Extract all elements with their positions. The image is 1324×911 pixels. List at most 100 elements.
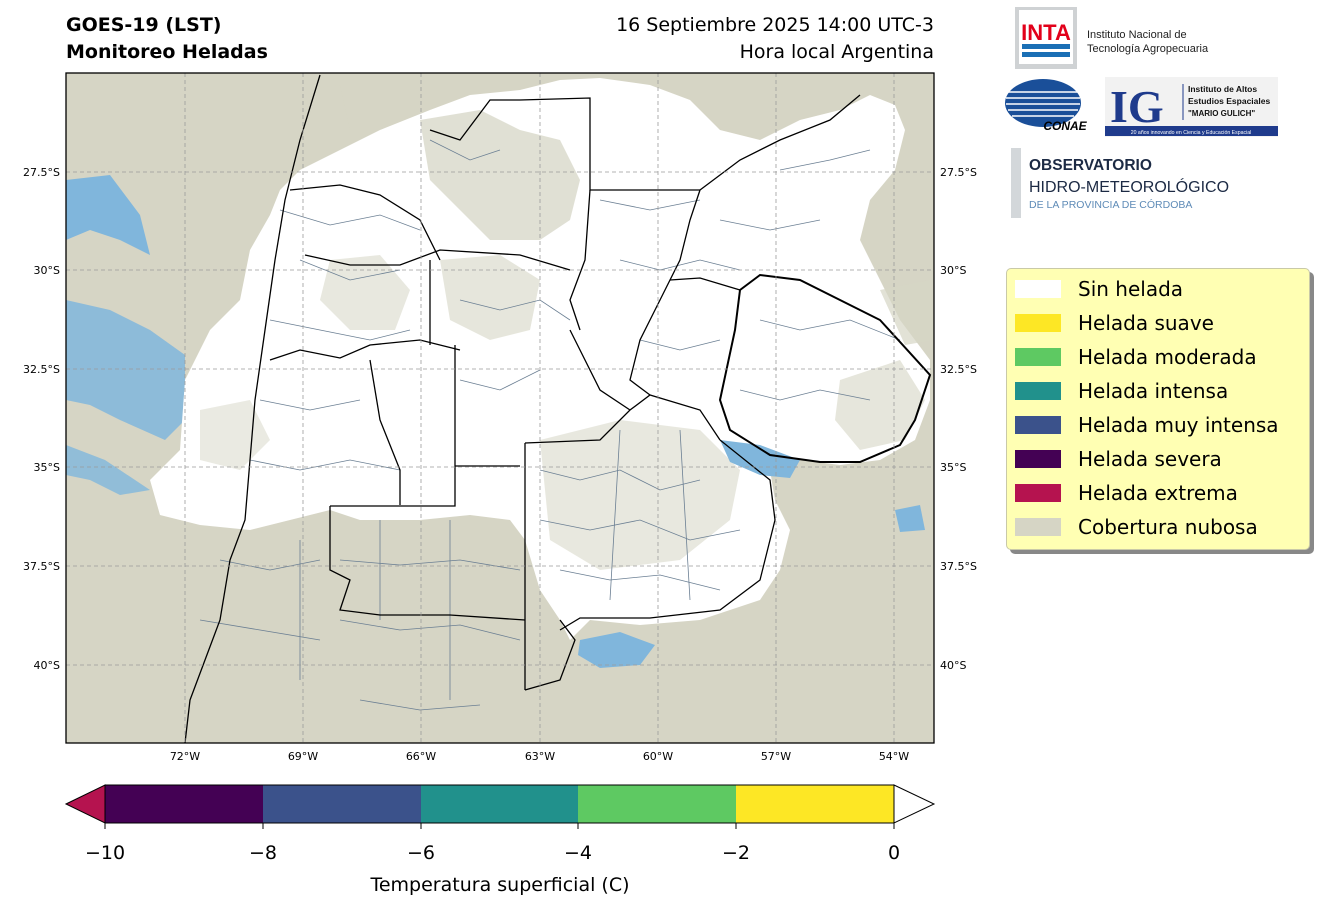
colorbar-tick: −10 — [85, 842, 125, 864]
legend-swatch — [1015, 382, 1061, 400]
lon-label: 54°W — [879, 750, 909, 763]
cold-surface-patch — [66, 175, 150, 255]
legend-swatch — [1015, 348, 1061, 366]
lon-label: 63°W — [525, 750, 555, 763]
legend-label: Sin helada — [1078, 277, 1184, 301]
lon-label: 60°W — [643, 750, 673, 763]
legend-label: Helada extrema — [1078, 481, 1238, 505]
colorbar-tick: −8 — [249, 842, 277, 864]
map-frame — [65, 72, 935, 744]
ig-line2: Estudios Espaciales — [1188, 96, 1270, 106]
colorbar-segment — [578, 785, 736, 823]
local-time-line: Hora local Argentina — [739, 41, 934, 63]
inta-name-line1: Instituto Nacional de — [1087, 29, 1187, 41]
lat-label: 32.5°S — [23, 363, 60, 376]
gridlines — [66, 73, 934, 743]
lat-label: 35°S — [34, 461, 60, 474]
legend-label: Helada suave — [1078, 311, 1214, 335]
map-date: 16 Septiembre 2025 14:00 UTC-3 Hora loca… — [500, 12, 934, 66]
conae-logo: CONAE — [1005, 79, 1088, 133]
conae-text: CONAE — [1043, 119, 1087, 133]
inta-abbr: INTA — [1021, 20, 1071, 45]
colorbar-segment — [263, 785, 421, 823]
lat-label: 35°S — [940, 461, 966, 474]
lon-labels: 72°W 69°W 66°W 63°W 60°W 57°W 54°W — [170, 750, 909, 763]
lon-label: 57°W — [761, 750, 791, 763]
colorbar-segment — [421, 785, 578, 823]
ig-abbr: IG — [1110, 81, 1164, 132]
rio-de-la-plata — [720, 440, 800, 478]
legend-swatch — [1015, 280, 1061, 298]
lat-label: 32.5°S — [940, 363, 977, 376]
legend-label: Helada muy intensa — [1078, 413, 1279, 437]
legend-label: Helada intensa — [1078, 379, 1229, 403]
legend-swatch — [1015, 450, 1061, 468]
legend-item: Helada muy intensa — [1015, 411, 1279, 439]
province-borders — [184, 74, 932, 743]
inta-logo: INTA Instituto Nacional de Tecnología Ag… — [1015, 7, 1209, 69]
legend: Sin helada Helada suave Helada moderada … — [1006, 268, 1310, 550]
legend-swatch — [1015, 314, 1061, 332]
lon-label: 66°W — [406, 750, 436, 763]
legend-label: Helada severa — [1078, 447, 1222, 471]
legend-item: Helada moderada — [1015, 343, 1257, 371]
colorbar-under-arrow — [64, 784, 106, 824]
title-line-2: Monitoreo Heladas — [66, 41, 268, 63]
ig-line3: "MARIO GULICH" — [1188, 109, 1255, 118]
colorbar-segment — [105, 785, 263, 823]
map-area — [66, 73, 934, 743]
lon-label: 69°W — [288, 750, 318, 763]
legend-label: Cobertura nubosa — [1078, 515, 1258, 539]
lat-label: 40°S — [940, 659, 966, 672]
obs-line2: HIDRO-METEOROLÓGICO — [1029, 177, 1229, 196]
date-line: 16 Septiembre 2025 14:00 UTC-3 — [616, 14, 934, 36]
water-patch — [578, 632, 655, 668]
legend-item: Helada intensa — [1015, 377, 1228, 405]
department-lines — [199, 139, 901, 711]
lat-labels-right: 27.5°S 30°S 32.5°S 35°S 37.5°S 40°S — [940, 166, 977, 672]
colorbar-segment — [736, 785, 894, 823]
observatorio-logo: OBSERVATORIO HIDRO-METEOROLÓGICO DE LA P… — [1011, 148, 1229, 218]
water-patch — [895, 505, 925, 532]
cold-surface-patch — [66, 300, 185, 440]
cold-surface-patch — [66, 445, 150, 495]
no-frost-area — [150, 78, 930, 640]
legend-label: Helada moderada — [1078, 345, 1257, 369]
colorbar-tick: −4 — [564, 842, 592, 864]
legend-item: Cobertura nubosa — [1015, 513, 1258, 541]
ig-tagline: 20 años innovando en Ciencia y Educación… — [1131, 130, 1252, 136]
colorbar-label: Temperatura superficial (C) — [369, 874, 629, 896]
cloud-patch — [880, 280, 934, 345]
colorbar-over-arrow — [893, 784, 936, 824]
colorbar: −10 −8 −6 −4 −2 0 Temperatura superficia… — [64, 784, 936, 896]
colorbar-tick: 0 — [888, 842, 900, 864]
cloud-patch — [320, 255, 410, 330]
lat-labels-left: 27.5°S 30°S 32.5°S 35°S 37.5°S 40°S — [23, 166, 60, 672]
lat-label: 37.5°S — [23, 560, 60, 573]
lat-label: 30°S — [34, 264, 60, 277]
ig-line1: Instituto de Altos — [1188, 84, 1257, 94]
ig-logo: IG Instituto de Altos Estudios Espaciale… — [1105, 77, 1278, 137]
lat-label: 37.5°S — [940, 560, 977, 573]
cloud-patch — [835, 360, 925, 450]
colorbar-tick: −2 — [722, 842, 750, 864]
title-line-1: GOES-19 (LST) — [66, 14, 222, 36]
lat-label: 27.5°S — [23, 166, 60, 179]
cloud-patch — [440, 255, 540, 340]
obs-line1: OBSERVATORIO — [1029, 157, 1152, 174]
legend-swatch — [1015, 416, 1061, 434]
obs-line3: DE LA PROVINCIA DE CÓRDOBA — [1029, 198, 1192, 211]
lat-label: 30°S — [940, 264, 966, 277]
legend-item: Sin helada — [1015, 275, 1183, 303]
cloud-patch — [540, 420, 740, 570]
legend-swatch — [1015, 484, 1061, 502]
lon-label: 72°W — [170, 750, 200, 763]
legend-swatch — [1015, 518, 1061, 536]
map-title: GOES-19 (LST) Monitoreo Heladas — [66, 12, 268, 66]
inta-name-line2: Tecnología Agropecuaria — [1087, 43, 1209, 55]
lat-label: 40°S — [34, 659, 60, 672]
legend-item: Helada severa — [1015, 445, 1222, 473]
lat-label: 27.5°S — [940, 166, 977, 179]
legend-item: Helada suave — [1015, 309, 1214, 337]
